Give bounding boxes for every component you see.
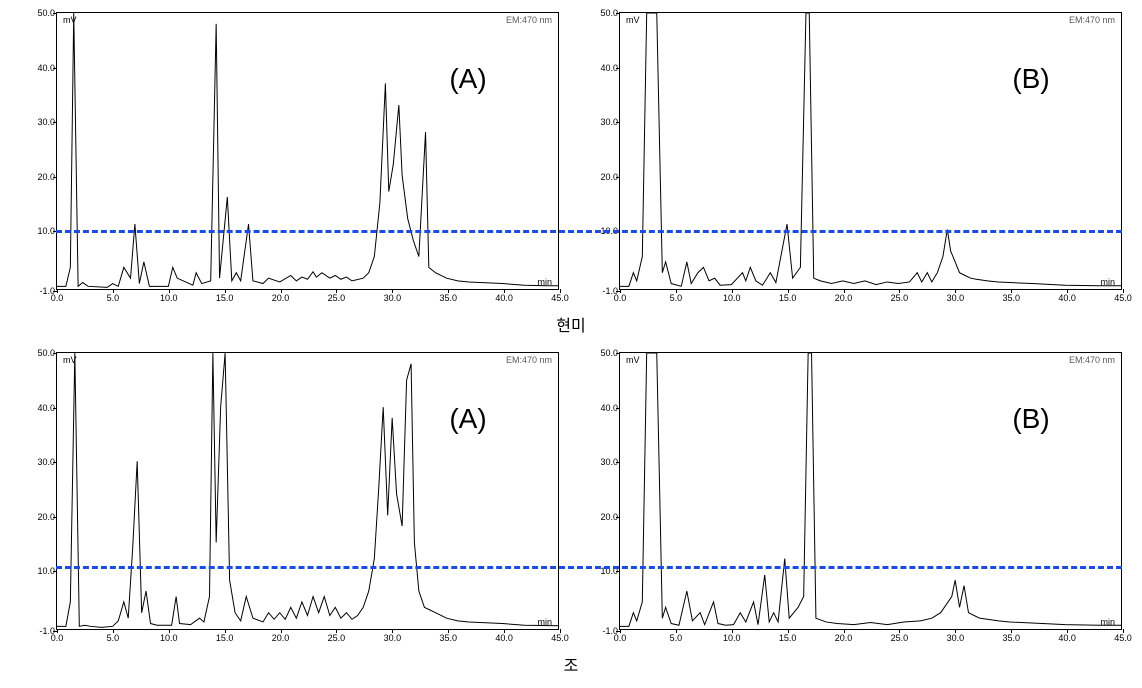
x-tick-label: 25.0 xyxy=(324,633,348,643)
x-tick-label: 25.0 xyxy=(887,293,911,303)
y-tick-label: 50.0 xyxy=(590,8,618,18)
x-tick-label: 30.0 xyxy=(380,633,404,643)
x-tick-label: 0.0 xyxy=(608,293,632,303)
x-tick-label: 10.0 xyxy=(720,633,744,643)
chromatogram-trace xyxy=(620,13,1121,289)
x-tick-label: 15.0 xyxy=(776,293,800,303)
y-tick-label: 40.0 xyxy=(27,63,55,73)
x-tick-label: 40.0 xyxy=(1055,293,1079,303)
x-tick-label: 15.0 xyxy=(213,293,237,303)
x-tick-label: 40.0 xyxy=(492,293,516,303)
x-tick-label: 5.0 xyxy=(101,293,125,303)
y-tick-label: 40.0 xyxy=(590,63,618,73)
x-tick-label: 20.0 xyxy=(832,633,856,643)
x-tick-label: 45.0 xyxy=(548,293,572,303)
x-tick-label: 10.0 xyxy=(720,293,744,303)
x-tick-label: 5.0 xyxy=(664,633,688,643)
x-tick-label: 35.0 xyxy=(436,633,460,643)
chromatogram-trace xyxy=(620,353,1121,629)
x-tick-label: 30.0 xyxy=(943,633,967,643)
chart-panel-bottom-right: -1.010.020.030.040.050.00.05.010.015.020… xyxy=(571,344,1134,648)
y-tick-label: 30.0 xyxy=(590,457,618,467)
x-tick-label: 40.0 xyxy=(492,633,516,643)
x-tick-label: 20.0 xyxy=(832,293,856,303)
y-tick-label: 40.0 xyxy=(27,403,55,413)
x-tick-label: 5.0 xyxy=(101,633,125,643)
y-tick-label: 50.0 xyxy=(27,348,55,358)
caption-top: 현미 xyxy=(8,308,1134,344)
x-tick-label: 10.0 xyxy=(157,633,181,643)
x-tick-label: 10.0 xyxy=(157,293,181,303)
caption-bottom: 조 xyxy=(8,648,1134,684)
plot-box: -1.010.020.030.040.050.00.05.010.015.020… xyxy=(56,12,559,290)
x-tick-label: 35.0 xyxy=(999,633,1023,643)
y-tick-label: 20.0 xyxy=(590,512,618,522)
chart-panel-top-right: -1.010.020.030.040.050.00.05.010.015.020… xyxy=(571,4,1134,308)
x-tick-label: 15.0 xyxy=(213,633,237,643)
x-tick-label: 30.0 xyxy=(380,293,404,303)
threshold-line xyxy=(56,230,1122,233)
chromatogram-trace xyxy=(57,353,558,629)
y-tick-label: 20.0 xyxy=(590,172,618,182)
y-tick-label: 20.0 xyxy=(27,172,55,182)
y-tick-label: 10.0 xyxy=(27,566,55,576)
plot-box: -1.010.020.030.040.050.00.05.010.015.020… xyxy=(56,352,559,630)
x-tick-label: 25.0 xyxy=(324,293,348,303)
x-tick-label: 20.0 xyxy=(269,293,293,303)
x-tick-label: 0.0 xyxy=(45,633,69,643)
chart-panel-bottom-left: -1.010.020.030.040.050.00.05.010.015.020… xyxy=(8,344,571,648)
x-tick-label: 15.0 xyxy=(776,633,800,643)
y-tick-label: 10.0 xyxy=(27,226,55,236)
plot-box: -1.010.020.030.040.050.00.05.010.015.020… xyxy=(619,12,1122,290)
y-tick-label: 50.0 xyxy=(590,348,618,358)
x-tick-label: 5.0 xyxy=(664,293,688,303)
x-tick-label: 45.0 xyxy=(1111,293,1135,303)
y-tick-label: 30.0 xyxy=(590,117,618,127)
x-tick-label: 45.0 xyxy=(548,633,572,643)
x-tick-label: 0.0 xyxy=(45,293,69,303)
x-tick-label: 35.0 xyxy=(436,293,460,303)
y-tick-label: 20.0 xyxy=(27,512,55,522)
x-tick-label: 0.0 xyxy=(608,633,632,643)
x-tick-label: 20.0 xyxy=(269,633,293,643)
y-tick-label: 50.0 xyxy=(27,8,55,18)
x-tick-label: 25.0 xyxy=(887,633,911,643)
threshold-line xyxy=(56,566,1122,569)
y-tick-label: 30.0 xyxy=(27,117,55,127)
chart-panel-top-left: -1.010.020.030.040.050.00.05.010.015.020… xyxy=(8,4,571,308)
x-tick-label: 40.0 xyxy=(1055,633,1079,643)
x-tick-label: 45.0 xyxy=(1111,633,1135,643)
x-tick-label: 35.0 xyxy=(999,293,1023,303)
y-tick-label: 40.0 xyxy=(590,403,618,413)
y-tick-label: 30.0 xyxy=(27,457,55,467)
x-tick-label: 30.0 xyxy=(943,293,967,303)
chromatogram-trace xyxy=(57,13,558,289)
plot-box: -1.010.020.030.040.050.00.05.010.015.020… xyxy=(619,352,1122,630)
